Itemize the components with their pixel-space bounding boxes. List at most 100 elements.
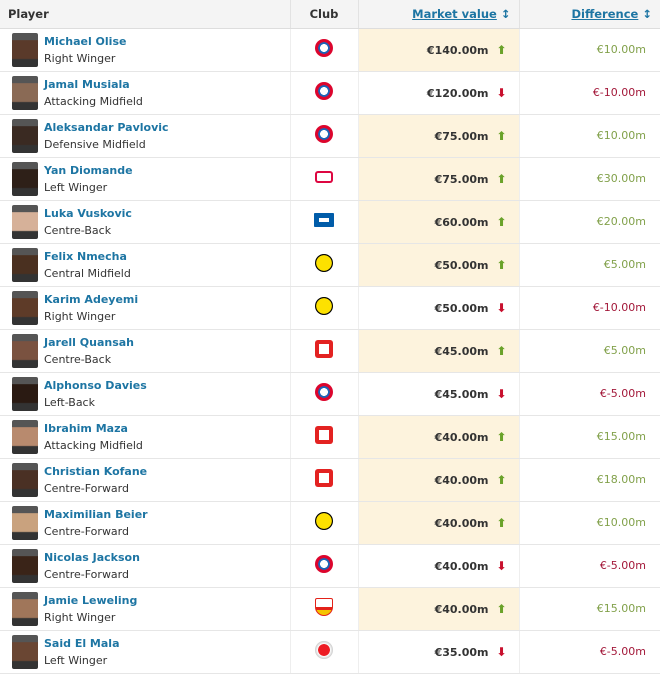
header-difference[interactable]: Difference ↕ (519, 0, 660, 29)
player-cell: Luka Vuskovic Centre-Back (0, 200, 291, 244)
sort-difference-link[interactable]: Difference (571, 6, 639, 21)
table-row: Ibrahim Maza Attacking Midfield €40.00m ⬆… (0, 415, 660, 459)
arrow-up-icon: ⬆ (496, 171, 507, 186)
player-name-link[interactable]: Michael Olise (44, 34, 127, 48)
table-row: Maximilian Beier Centre-Forward €40.00m ⬆… (0, 501, 660, 545)
club-crest-icon[interactable] (315, 297, 333, 315)
table-row: Jamal Musiala Attacking Midfield €120.00… (0, 71, 660, 115)
player-name-link[interactable]: Nicolas Jackson (44, 550, 140, 564)
player-name-link[interactable]: Aleksandar Pavlovic (44, 120, 169, 134)
player-position: Centre-Back (44, 352, 112, 366)
difference-value: €10.00m (519, 28, 660, 72)
player-photo[interactable] (12, 591, 38, 626)
club-crest-icon[interactable] (315, 171, 333, 183)
player-photo[interactable] (12, 376, 38, 411)
table-row: Felix Nmecha Central Midfield €50.00m ⬆ €… (0, 243, 660, 287)
market-value: €75.00m (434, 172, 489, 186)
market-value-cell: €50.00m ⬆ (358, 243, 520, 287)
player-photo[interactable] (12, 32, 38, 67)
club-cell (290, 71, 359, 115)
club-cell (290, 200, 359, 244)
player-name-link[interactable]: Jarell Quansah (44, 335, 135, 349)
market-value: €120.00m (426, 86, 489, 100)
player-name-link[interactable]: Jamie Leweling (44, 593, 138, 607)
player-position: Central Midfield (44, 266, 131, 280)
player-photo[interactable] (12, 118, 38, 153)
header-club: Club (290, 0, 359, 29)
player-cell: Said El Mala Left Winger (0, 630, 291, 674)
player-photo[interactable] (12, 419, 38, 454)
difference-value: €-5.00m (519, 630, 660, 674)
player-name-link[interactable]: Christian Kofane (44, 464, 148, 478)
player-name-link[interactable]: Maximilian Beier (44, 507, 148, 521)
difference-value: €20.00m (519, 200, 660, 244)
difference-value: €5.00m (519, 329, 660, 373)
player-cell: Michael Olise Right Winger (0, 28, 291, 72)
player-photo[interactable] (12, 75, 38, 110)
club-crest-icon[interactable] (315, 82, 333, 100)
player-position: Defensive Midfield (44, 137, 146, 151)
player-photo[interactable] (12, 161, 38, 196)
player-name-link[interactable]: Jamal Musiala (44, 77, 130, 91)
club-crest-icon[interactable] (314, 213, 334, 227)
club-crest-icon[interactable] (315, 340, 333, 358)
market-value-cell: €120.00m ⬇ (358, 71, 520, 115)
player-name-link[interactable]: Felix Nmecha (44, 249, 127, 263)
club-crest-icon[interactable] (315, 469, 333, 487)
player-cell: Christian Kofane Centre-Forward (0, 458, 291, 502)
club-cell (290, 587, 359, 631)
difference-value: €10.00m (519, 501, 660, 545)
header-market-value[interactable]: Market value ↕ (358, 0, 520, 29)
player-photo[interactable] (12, 333, 38, 368)
difference-value: €30.00m (519, 157, 660, 201)
player-name-link[interactable]: Ibrahim Maza (44, 421, 128, 435)
player-name-link[interactable]: Said El Mala (44, 636, 120, 650)
table-row: Luka Vuskovic Centre-Back €60.00m ⬆ €20.0… (0, 200, 660, 244)
table-row: Michael Olise Right Winger €140.00m ⬆ €10… (0, 28, 660, 72)
club-crest-icon[interactable] (315, 426, 333, 444)
difference-value: €10.00m (519, 114, 660, 158)
sort-icon[interactable]: ↕ (500, 6, 511, 21)
player-name-link[interactable]: Alphonso Davies (44, 378, 147, 392)
club-crest-icon[interactable] (315, 555, 333, 573)
player-name-link[interactable]: Karim Adeyemi (44, 292, 139, 306)
club-cell (290, 630, 359, 674)
player-cell: Felix Nmecha Central Midfield (0, 243, 291, 287)
difference-value: €-5.00m (519, 372, 660, 416)
player-photo[interactable] (12, 505, 38, 540)
sort-market-value-link[interactable]: Market value (412, 6, 497, 21)
club-crest-icon[interactable] (315, 641, 333, 659)
market-value-cell: €40.00m ⬆ (358, 415, 520, 459)
table-row: Jarell Quansah Centre-Back €45.00m ⬆ €5.0… (0, 329, 660, 373)
player-position: Right Winger (44, 51, 116, 65)
table-row: Nicolas Jackson Centre-Forward €40.00m ⬇ … (0, 544, 660, 588)
market-value-cell: €45.00m ⬆ (358, 329, 520, 373)
player-photo[interactable] (12, 548, 38, 583)
player-name-link[interactable]: Luka Vuskovic (44, 206, 132, 220)
club-crest-icon[interactable] (315, 383, 333, 401)
sort-icon[interactable]: ↕ (642, 6, 652, 21)
player-cell: Yan Diomande Left Winger (0, 157, 291, 201)
arrow-down-icon: ⬇ (496, 300, 507, 315)
market-value: €50.00m (434, 258, 489, 272)
table-row: Jamie Leweling Right Winger €40.00m ⬆ €15… (0, 587, 660, 631)
market-value-cell: €75.00m ⬆ (358, 157, 520, 201)
market-value: €50.00m (434, 301, 489, 315)
club-crest-icon[interactable] (315, 598, 333, 616)
player-photo[interactable] (12, 634, 38, 669)
table-row: Alphonso Davies Left-Back €45.00m ⬇ €-5.0… (0, 372, 660, 416)
arrow-down-icon: ⬇ (496, 644, 507, 659)
club-cell (290, 243, 359, 287)
club-crest-icon[interactable] (315, 39, 333, 57)
player-photo[interactable] (12, 290, 38, 325)
club-crest-icon[interactable] (315, 125, 333, 143)
player-name-link[interactable]: Yan Diomande (44, 163, 133, 177)
market-value: €40.00m (434, 559, 489, 573)
player-photo[interactable] (12, 204, 38, 239)
table-row: Christian Kofane Centre-Forward €40.00m ⬆… (0, 458, 660, 502)
club-crest-icon[interactable] (315, 512, 333, 530)
club-crest-icon[interactable] (315, 254, 333, 272)
player-photo[interactable] (12, 462, 38, 497)
market-value-cell: €45.00m ⬇ (358, 372, 520, 416)
player-photo[interactable] (12, 247, 38, 282)
